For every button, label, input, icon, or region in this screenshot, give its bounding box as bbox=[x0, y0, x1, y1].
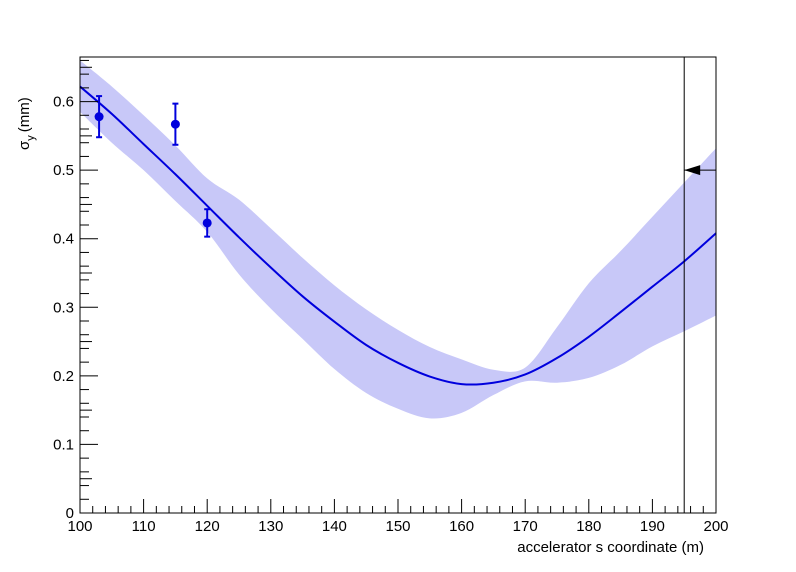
data-point-3 bbox=[202, 208, 212, 238]
y-tick-label: 0.6 bbox=[53, 94, 74, 111]
axes-layer bbox=[79, 56, 717, 514]
error-band bbox=[80, 60, 716, 419]
y-tick-label: 0.3 bbox=[53, 299, 74, 316]
data-point-marker bbox=[170, 119, 180, 129]
x-tick-label: 120 bbox=[195, 518, 220, 535]
y-axis-symbol: σ bbox=[16, 140, 33, 150]
x-axis-title: accelerator s coordinate (m) bbox=[517, 539, 704, 556]
x-tick-label: 170 bbox=[513, 518, 538, 535]
x-tick-label: 130 bbox=[258, 518, 283, 535]
x-tick-label: 200 bbox=[703, 518, 728, 535]
data-point-marker bbox=[94, 112, 104, 122]
tick-labels-layer: 100 110 120 130 140 150 160 170 180 190 200 0 0.1 0.2… bbox=[53, 94, 728, 535]
x-tick-label: 140 bbox=[322, 518, 347, 535]
x-tick-label: 100 bbox=[67, 518, 92, 535]
fit-curve bbox=[79, 85, 717, 386]
data-point-2 bbox=[170, 102, 180, 146]
y-tick-label: 0.2 bbox=[53, 368, 74, 385]
y-tick-label: 0.5 bbox=[53, 162, 74, 179]
y-axis-subscript: y bbox=[25, 135, 37, 141]
marker-layer bbox=[683, 57, 716, 513]
y-axis-title: σy (mm) bbox=[16, 97, 37, 150]
x-tick-label: 110 bbox=[132, 518, 156, 535]
error-band-layer bbox=[80, 60, 716, 419]
data-point-1 bbox=[94, 95, 104, 139]
y-tick-label: 0.4 bbox=[53, 231, 74, 248]
fit-curve-layer bbox=[79, 85, 717, 386]
y-tick-label: 0.1 bbox=[53, 436, 74, 453]
y-tick-label: 0 bbox=[66, 505, 74, 522]
x-tick-label: 150 bbox=[385, 518, 410, 535]
y-axis-unit: (mm) bbox=[16, 97, 33, 132]
target-arrow-head bbox=[684, 165, 701, 176]
x-tick-label: 180 bbox=[576, 518, 601, 535]
data-point-marker bbox=[202, 218, 212, 228]
x-tick-label: 190 bbox=[640, 518, 665, 535]
x-tick-label: 160 bbox=[449, 518, 474, 535]
data-points-layer bbox=[94, 95, 212, 238]
